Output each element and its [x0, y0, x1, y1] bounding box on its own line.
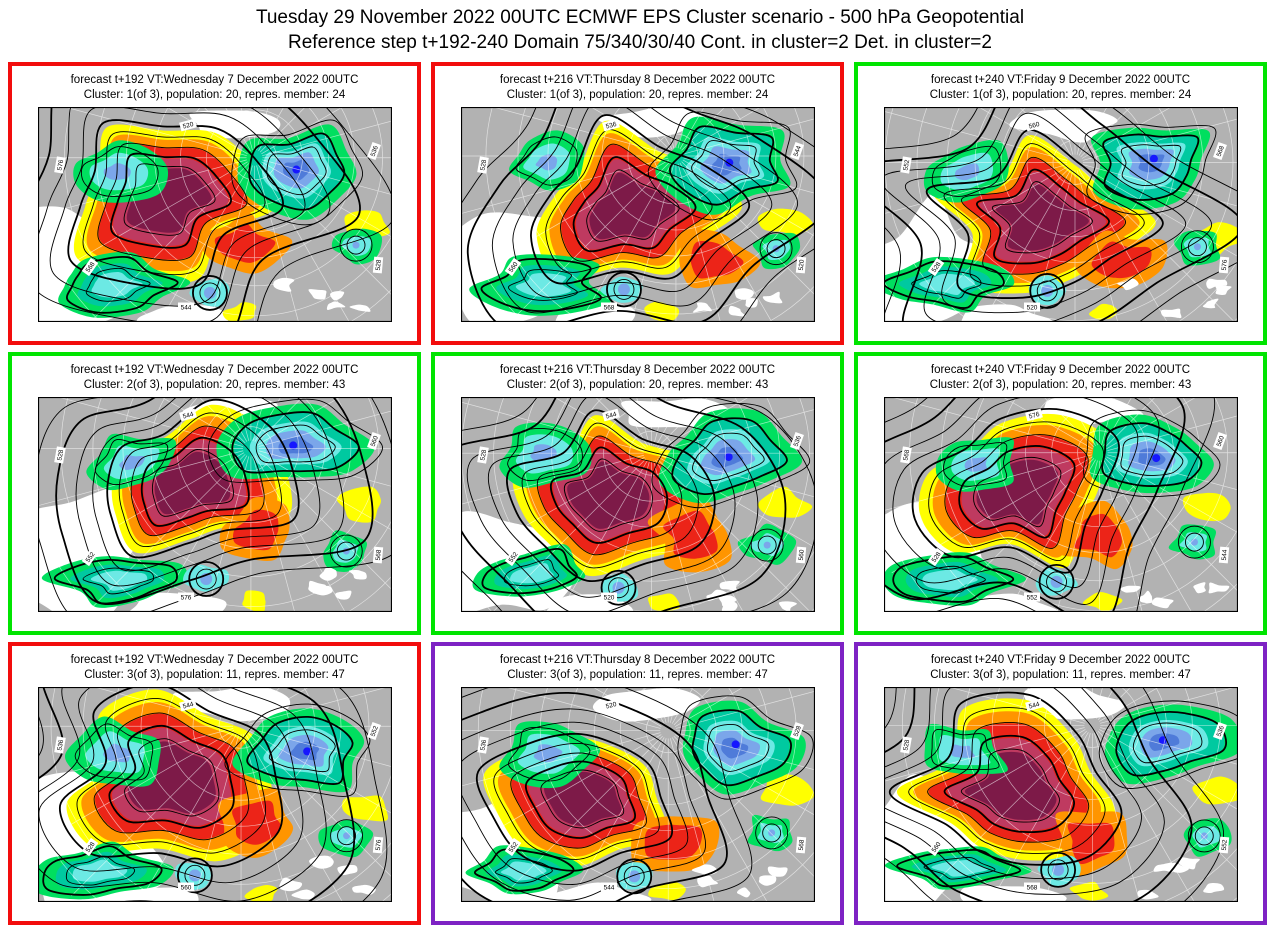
svg-text:568: 568 — [374, 549, 382, 561]
panel-header: forecast t+192 VT:Wednesday 7 December 2… — [12, 66, 417, 103]
panel-forecast-step-line: forecast t+216 VT:Thursday 8 December 20… — [499, 654, 776, 666]
svg-text:544: 544 — [603, 884, 614, 891]
svg-text:528: 528 — [374, 259, 382, 271]
svg-text:552: 552 — [1220, 839, 1228, 851]
svg-text:544: 544 — [605, 411, 618, 421]
svg-text:528: 528 — [792, 725, 802, 738]
svg-text:520: 520 — [603, 594, 614, 601]
svg-text:544: 544 — [1028, 701, 1041, 711]
svg-text:576: 576 — [374, 839, 382, 851]
svg-text:520: 520 — [605, 701, 618, 711]
svg-text:552: 552 — [1026, 594, 1037, 601]
svg-text:544: 544 — [792, 145, 802, 158]
svg-text:536: 536 — [56, 739, 65, 751]
panel-header: forecast t+240 VT:Friday 9 December 2022… — [858, 66, 1263, 103]
forecast-panel-1: forecast t+192 VT:Wednesday 7 December 2… — [8, 62, 421, 345]
svg-text:576: 576 — [56, 159, 65, 171]
svg-text:568: 568 — [1215, 145, 1225, 158]
svg-text:544: 544 — [1220, 549, 1228, 561]
svg-text:568: 568 — [797, 839, 805, 851]
panel-forecast-step-line: forecast t+216 VT:Thursday 8 December 20… — [499, 364, 776, 376]
svg-text:576: 576 — [180, 594, 191, 601]
panel-forecast-step-line: forecast t+240 VT:Friday 9 December 2022… — [930, 74, 1191, 86]
panel-header: forecast t+192 VT:Wednesday 7 December 2… — [12, 356, 417, 393]
panel-cluster-info-line: Cluster: 3(of 3), population: 11, repres… — [507, 669, 768, 681]
svg-text:528: 528 — [902, 739, 911, 751]
svg-text:568: 568 — [603, 304, 614, 311]
svg-text:544: 544 — [182, 411, 195, 421]
panel-header: forecast t+216 VT:Thursday 8 December 20… — [435, 356, 840, 393]
forecast-panel-6: forecast t+240 VT:Friday 9 December 2022… — [854, 352, 1267, 635]
svg-text:560: 560 — [1028, 121, 1041, 131]
svg-text:560: 560 — [369, 435, 379, 448]
svg-text:576: 576 — [1028, 411, 1041, 421]
panel-forecast-step-line: forecast t+216 VT:Thursday 8 December 20… — [499, 74, 776, 86]
panel-cluster-info-line: Cluster: 3(of 3), population: 11, repres… — [84, 669, 345, 681]
panel-cluster-info-line: Cluster: 2(of 3), population: 20, repres… — [506, 379, 769, 391]
panel-header: forecast t+240 VT:Friday 9 December 2022… — [858, 356, 1263, 393]
svg-text:576: 576 — [1220, 259, 1228, 271]
panel-cluster-info-line: Cluster: 1(of 3), population: 20, repres… — [506, 89, 769, 101]
forecast-panel-4: forecast t+192 VT:Wednesday 7 December 2… — [8, 352, 421, 635]
svg-text:560: 560 — [180, 884, 191, 891]
panel-header: forecast t+240 VT:Friday 9 December 2022… — [858, 646, 1263, 683]
svg-text:536: 536 — [479, 739, 488, 751]
panel-cluster-info-line: Cluster: 2(of 3), population: 20, repres… — [83, 379, 346, 391]
panel-cluster-info-line: Cluster: 1(of 3), population: 20, repres… — [929, 89, 1192, 101]
panel-grid: forecast t+192 VT:Wednesday 7 December 2… — [8, 62, 1280, 925]
svg-text:520: 520 — [1026, 304, 1037, 311]
panel-forecast-step-line: forecast t+240 VT:Friday 9 December 2022… — [930, 364, 1191, 376]
svg-text:568: 568 — [902, 449, 911, 461]
forecast-panel-9: forecast t+240 VT:Friday 9 December 2022… — [854, 642, 1267, 925]
panel-cluster-info-line: Cluster: 3(of 3), population: 11, repres… — [930, 669, 1191, 681]
panel-forecast-step-line: forecast t+192 VT:Wednesday 7 December 2… — [70, 74, 359, 86]
svg-text:528: 528 — [479, 159, 488, 171]
panel-forecast-step-line: forecast t+192 VT:Wednesday 7 December 2… — [70, 654, 359, 666]
svg-text:560: 560 — [797, 549, 805, 561]
forecast-panel-2: forecast t+216 VT:Thursday 8 December 20… — [431, 62, 844, 345]
svg-text:536: 536 — [605, 121, 618, 131]
svg-text:560: 560 — [1215, 435, 1225, 448]
panel-cluster-info-line: Cluster: 2(of 3), population: 20, repres… — [929, 379, 1192, 391]
chart-title-line1: Tuesday 29 November 2022 00UTC ECMWF EPS… — [255, 7, 1025, 28]
svg-text:544: 544 — [182, 701, 195, 711]
svg-text:520: 520 — [797, 259, 805, 271]
svg-text:544: 544 — [180, 304, 191, 311]
chart-title-line2: Reference step t+192-240 Domain 75/340/3… — [288, 32, 992, 53]
forecast-panel-5: forecast t+216 VT:Thursday 8 December 20… — [431, 352, 844, 635]
panel-cluster-info-line: Cluster: 1(of 3), population: 20, repres… — [83, 89, 346, 101]
svg-text:528: 528 — [479, 449, 488, 461]
panel-header: forecast t+216 VT:Thursday 8 December 20… — [435, 646, 840, 683]
forecast-panel-7: forecast t+192 VT:Wednesday 7 December 2… — [8, 642, 421, 925]
chart-title: Tuesday 29 November 2022 00UTC ECMWF EPS… — [0, 0, 1280, 55]
panel-header: forecast t+192 VT:Wednesday 7 December 2… — [12, 646, 417, 683]
svg-text:552: 552 — [902, 159, 911, 171]
svg-text:528: 528 — [56, 449, 65, 461]
forecast-panel-3: forecast t+240 VT:Friday 9 December 2022… — [854, 62, 1267, 345]
forecast-panel-8: forecast t+216 VT:Thursday 8 December 20… — [431, 642, 844, 925]
svg-text:552: 552 — [369, 725, 379, 738]
panel-forecast-step-line: forecast t+240 VT:Friday 9 December 2022… — [930, 654, 1191, 666]
svg-text:568: 568 — [1026, 884, 1037, 891]
panel-header: forecast t+216 VT:Thursday 8 December 20… — [435, 66, 840, 103]
svg-text:536: 536 — [792, 435, 802, 448]
panel-forecast-step-line: forecast t+192 VT:Wednesday 7 December 2… — [70, 364, 359, 376]
svg-text:520: 520 — [182, 121, 195, 131]
svg-text:536: 536 — [369, 145, 379, 158]
svg-text:536: 536 — [1215, 725, 1225, 738]
